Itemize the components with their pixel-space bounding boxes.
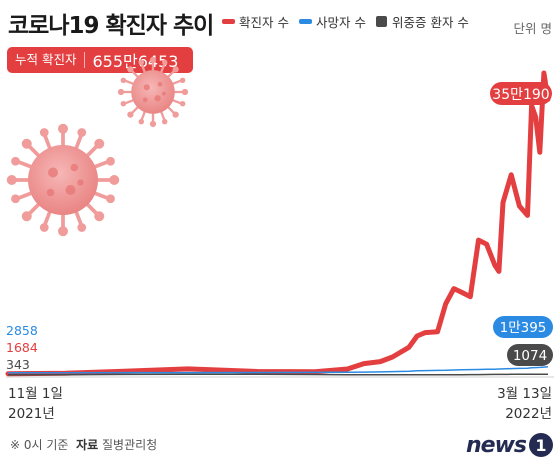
series-line-cases (5, 70, 551, 377)
footer-note: ※ 0시 기준 (10, 438, 69, 452)
end-label-deaths: 1만395 (493, 316, 553, 338)
virus-illustration-large (4, 121, 122, 239)
x-tick-start: 11월 1일 (8, 386, 63, 402)
news1-logo-mark: 1 (529, 433, 553, 457)
end-label-cases-text: 35만190 (492, 87, 549, 103)
svg-text:1: 1 (535, 436, 546, 455)
series-line-critical (8, 373, 548, 376)
start-label-critical: 343 (6, 357, 30, 372)
legend-label-deaths: 사망자 수 (315, 14, 366, 30)
footer-source-label: 자료 (76, 438, 99, 452)
footer-source: ※ 0시 기준 자료 질병관리청 (10, 436, 157, 453)
unit-label: 단위 명 (513, 21, 552, 36)
news1-logo-text: news (465, 432, 527, 458)
legend: 확진자 수 사망자 수 위중증 환자 수 (222, 11, 479, 31)
x-tick-end-year: 2022년 (505, 406, 552, 422)
virus-illustration-small (116, 55, 190, 129)
x-tick-start-year: 2021년 (8, 406, 55, 422)
legend-label-critical: 위중증 환자 수 (391, 14, 469, 30)
legend-swatch-cases (222, 18, 235, 24)
end-label-critical: 1074 (507, 344, 553, 366)
series-line-deaths (7, 366, 549, 374)
end-label-cases: 35만190 (490, 82, 552, 105)
cumulative-cases-label: 누적 확진자 (7, 52, 86, 68)
legend-swatch-critical (375, 15, 387, 27)
start-label-cases: 1684 (6, 340, 38, 355)
chart-title: 코로나19 확진자 추이 (8, 13, 214, 39)
legend-swatch-deaths (298, 18, 312, 24)
legend-item-cases: 확진자 수 (222, 12, 289, 31)
legend-item-deaths: 사망자 수 (298, 12, 366, 31)
footer-source-name: 질병관리청 (102, 438, 158, 452)
news1-logo: news 1 (466, 432, 554, 458)
start-label-deaths: 2858 (6, 323, 38, 338)
cumulative-cases-value: 655만6453 (92, 52, 179, 71)
end-label-critical-text: 1074 (513, 348, 547, 364)
legend-item-critical: 위중증 환자 수 (375, 12, 469, 31)
legend-label-cases: 확진자 수 (239, 14, 289, 30)
end-label-deaths-text: 1만395 (500, 320, 547, 336)
x-tick-end: 3월 13일 (497, 386, 552, 402)
